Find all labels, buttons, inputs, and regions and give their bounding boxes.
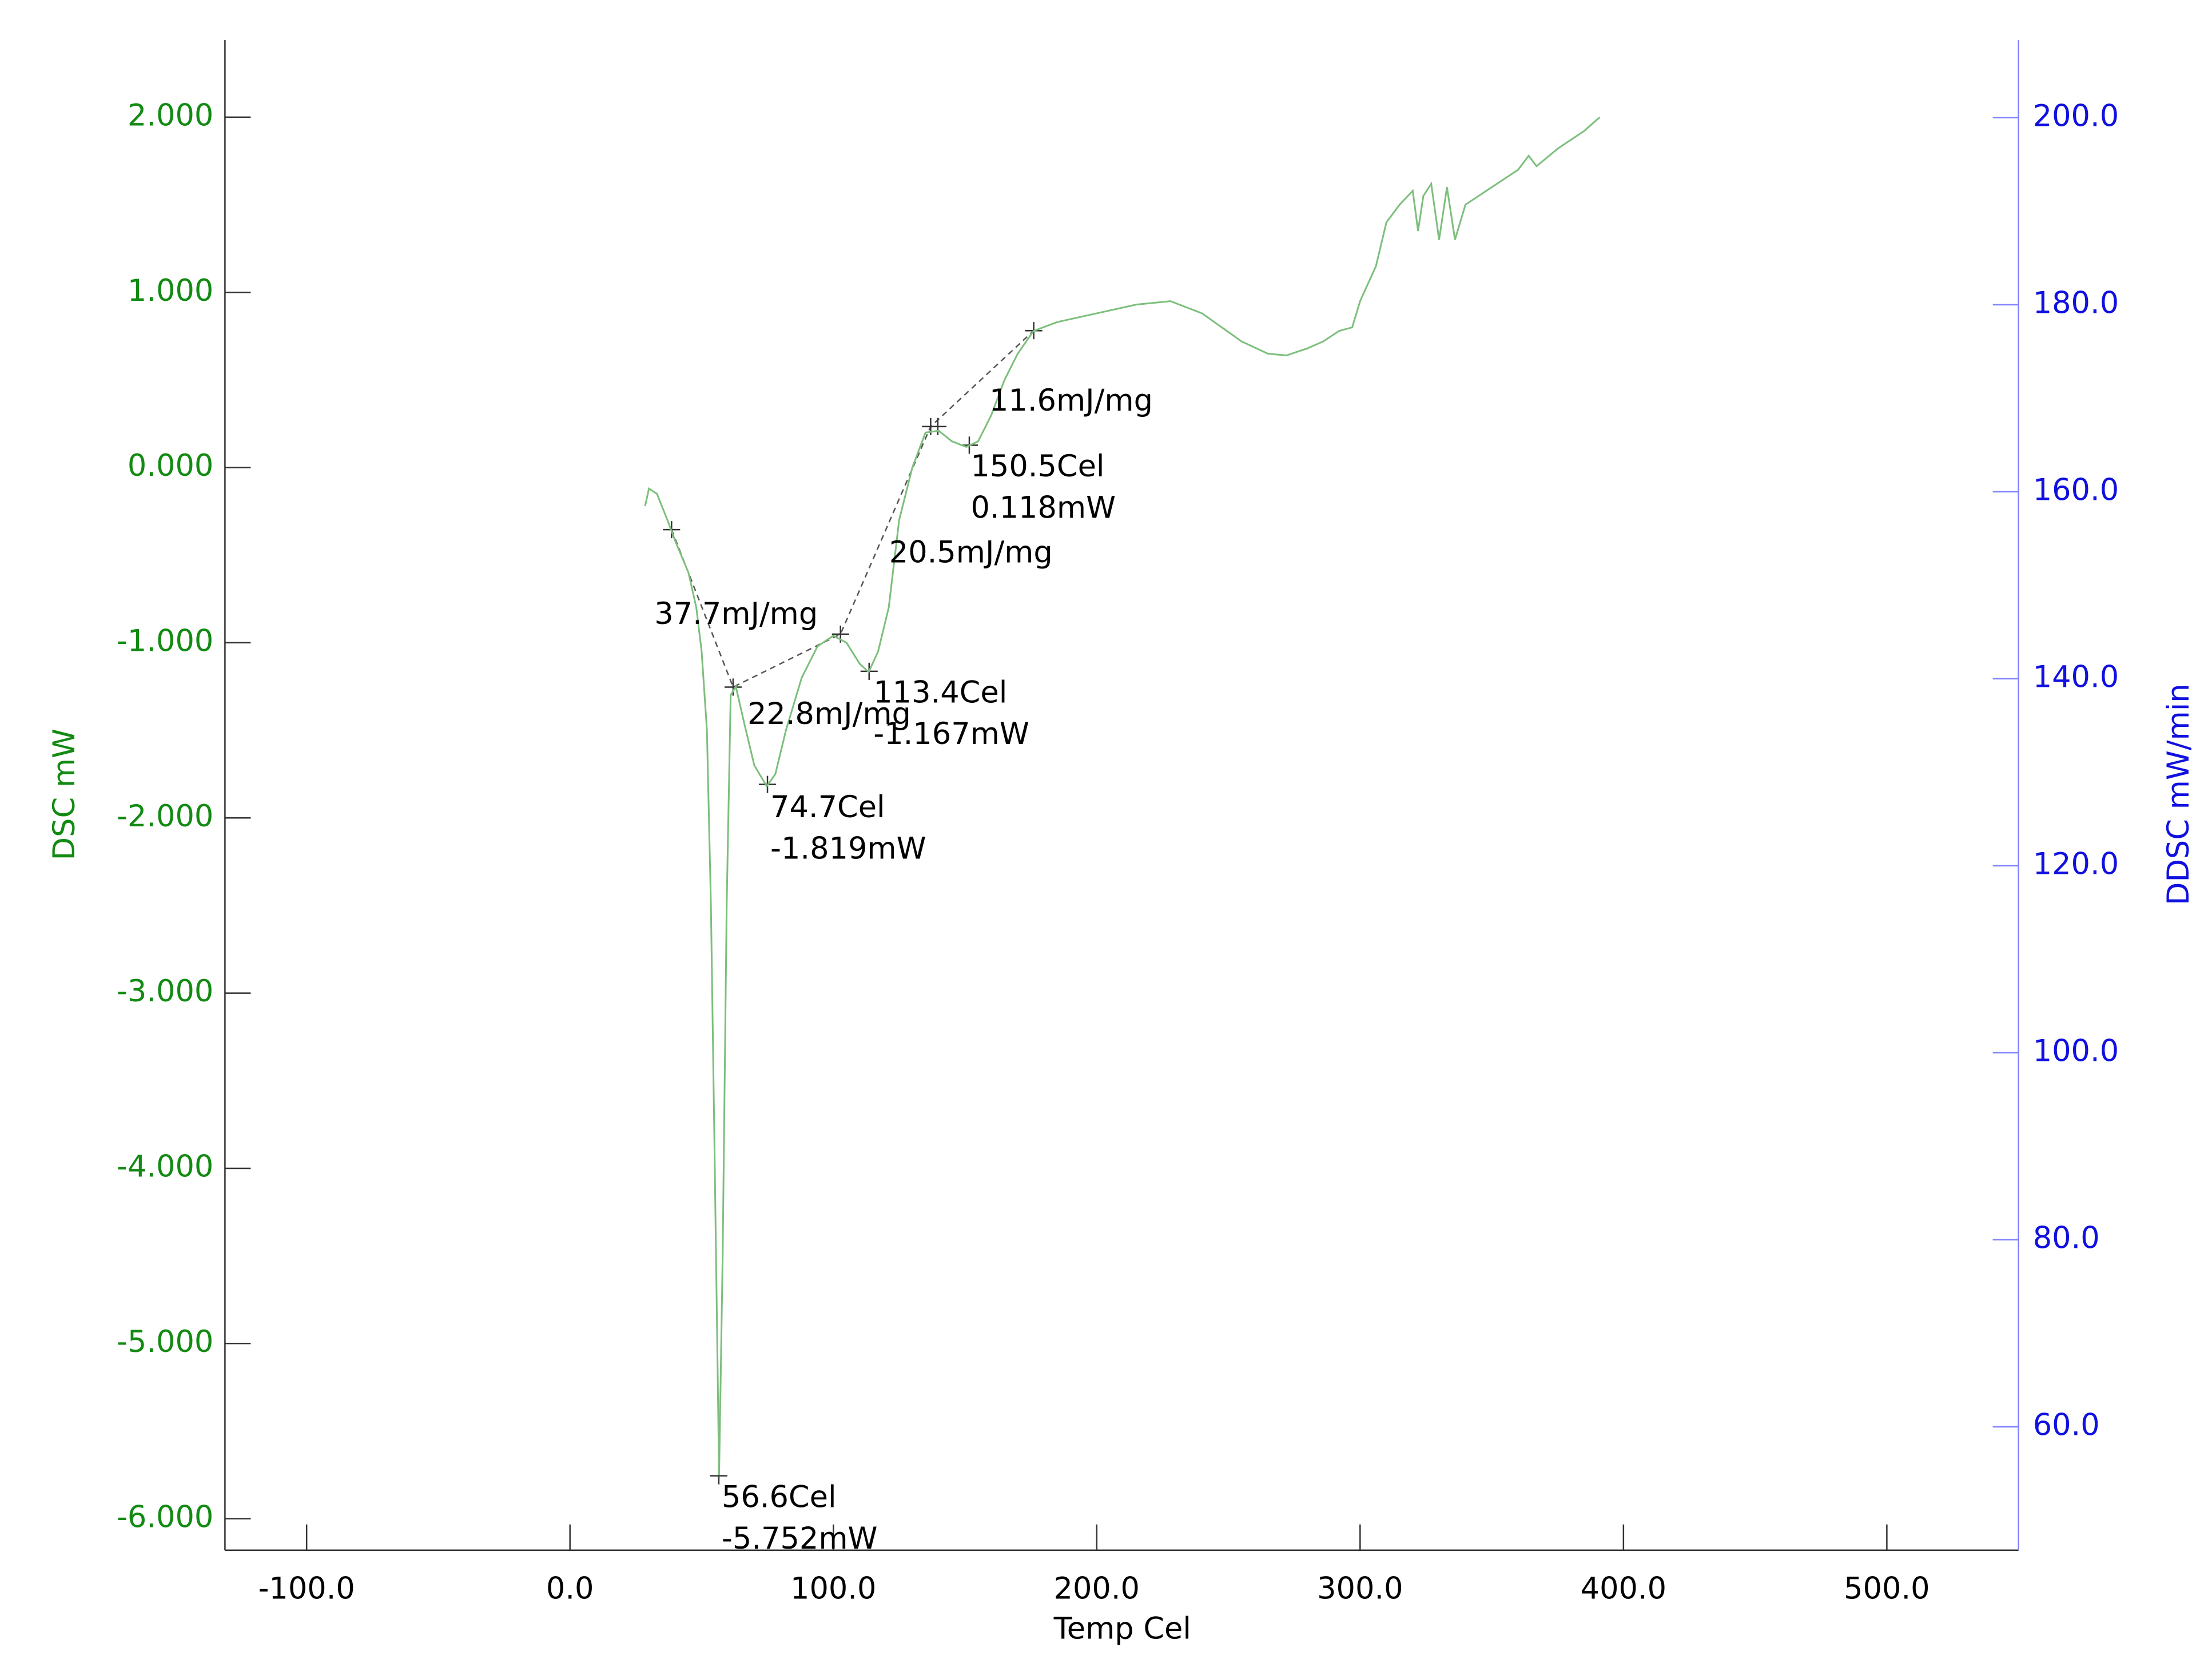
y2-tick-label: 60.0 (2033, 1408, 2100, 1443)
y2-tick-label: 120.0 (2033, 847, 2119, 882)
annotation: -5.752mW (722, 1521, 878, 1556)
y-tick-label: -1.000 (117, 624, 213, 659)
x-tick-label: 500.0 (1844, 1571, 1929, 1606)
baselines (671, 330, 1035, 689)
annotation: 11.6mJ/mg (989, 383, 1153, 418)
annotation: -1.819mW (770, 831, 926, 866)
dsc-line (644, 116, 1601, 1475)
y2-tick-label: 180.0 (2033, 285, 2119, 320)
annotation: 56.6Cel (722, 1479, 837, 1514)
y-tick-label: -6.000 (117, 1499, 213, 1534)
y2-tick-label: 160.0 (2033, 472, 2119, 507)
x-tick-label: 200.0 (1054, 1571, 1140, 1606)
x-axis-title: Temp Cel (1053, 1612, 1191, 1646)
x-tick-label: 300.0 (1317, 1571, 1403, 1606)
y-tick-label: 2.000 (128, 98, 213, 133)
y-tick-label: 1.000 (128, 273, 213, 308)
y-axis-title: DSC mW (47, 729, 82, 860)
y-tick-label: -2.000 (117, 799, 213, 834)
annotation: 37.7mJ/mg (654, 596, 818, 631)
y-tick-label: -5.000 (117, 1324, 213, 1359)
y-tick-label: -3.000 (117, 974, 213, 1009)
annotation: -1.167mW (873, 717, 1029, 751)
annotation: 20.5mJ/mg (889, 535, 1053, 570)
y2-tick-label: 200.0 (2033, 98, 2119, 133)
annotation: 113.4Cel (873, 675, 1007, 710)
x-tick-label: -100.0 (258, 1571, 355, 1606)
y2-tick-label: 140.0 (2033, 659, 2119, 694)
y-tick-label: 0.000 (128, 448, 213, 483)
x-tick-label: 0.0 (546, 1571, 594, 1606)
y2-tick-label: 100.0 (2033, 1034, 2119, 1069)
baseline (671, 330, 1035, 689)
y2-tick-label: 80.0 (2033, 1221, 2100, 1256)
y2-axis-title: DDSC mW/min (2161, 683, 2196, 905)
annotation: 0.118mW (970, 491, 1116, 526)
annotation: 150.5Cel (970, 449, 1104, 484)
x-tick-label: 400.0 (1581, 1571, 1666, 1606)
annotation: 22.8mJ/mg (747, 697, 911, 731)
annotation: 74.7Cel (770, 790, 885, 825)
y-tick-label: -4.000 (117, 1149, 213, 1184)
x-tick-label: 100.0 (790, 1571, 876, 1606)
